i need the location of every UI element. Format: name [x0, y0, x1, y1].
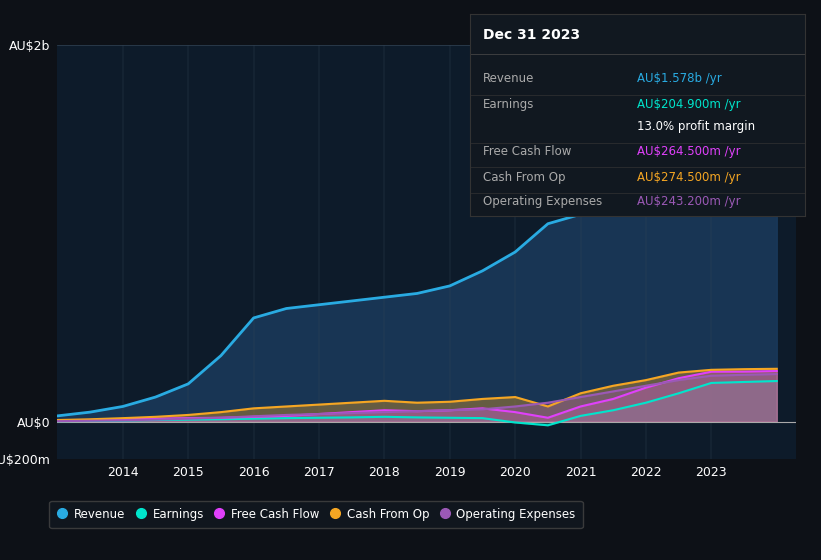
Text: AU$204.900m /yr: AU$204.900m /yr — [637, 98, 741, 111]
Text: AU$1.578b /yr: AU$1.578b /yr — [637, 72, 722, 85]
Text: Free Cash Flow: Free Cash Flow — [483, 144, 571, 157]
Text: Dec 31 2023: Dec 31 2023 — [483, 28, 580, 42]
Legend: Revenue, Earnings, Free Cash Flow, Cash From Op, Operating Expenses: Revenue, Earnings, Free Cash Flow, Cash … — [49, 501, 583, 528]
Text: Cash From Op: Cash From Op — [483, 171, 566, 184]
Text: Operating Expenses: Operating Expenses — [483, 195, 603, 208]
Text: Earnings: Earnings — [483, 98, 534, 111]
Text: AU$264.500m /yr: AU$264.500m /yr — [637, 144, 741, 157]
Text: AU$243.200m /yr: AU$243.200m /yr — [637, 195, 741, 208]
Text: AU$274.500m /yr: AU$274.500m /yr — [637, 171, 741, 184]
Text: 13.0% profit margin: 13.0% profit margin — [637, 120, 755, 133]
Text: Revenue: Revenue — [483, 72, 534, 85]
